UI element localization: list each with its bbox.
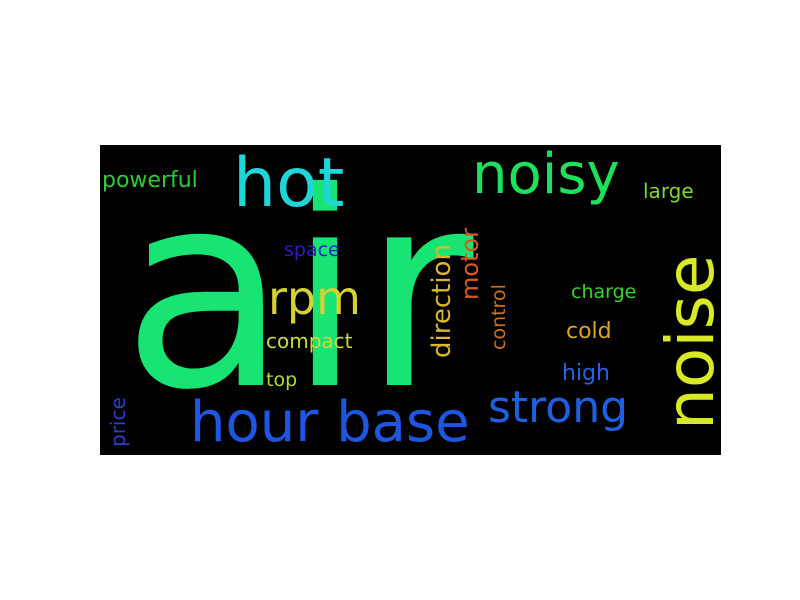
word-rpm: rpm: [268, 271, 361, 325]
word-high: high: [562, 361, 610, 386]
word-top: top: [266, 369, 298, 391]
word-cloud: air hot noisy noise hour base strong rpm…: [100, 145, 721, 455]
word-control: control: [488, 284, 510, 350]
word-price: price: [106, 397, 130, 447]
word-hour-base: hour base: [190, 390, 470, 455]
word-large: large: [643, 179, 694, 203]
word-air: air: [122, 145, 474, 449]
word-motor: motor: [456, 227, 484, 300]
word-direction: direction: [427, 244, 457, 358]
word-charge: charge: [571, 281, 637, 303]
word-noise: noise: [652, 254, 721, 430]
word-noisy: noisy: [472, 145, 620, 207]
word-powerful: powerful: [102, 168, 198, 193]
word-compact: compact: [266, 329, 353, 353]
word-strong: strong: [488, 382, 629, 433]
word-hot: hot: [233, 145, 345, 223]
word-cold: cold: [566, 319, 612, 344]
word-space: space: [284, 239, 340, 261]
